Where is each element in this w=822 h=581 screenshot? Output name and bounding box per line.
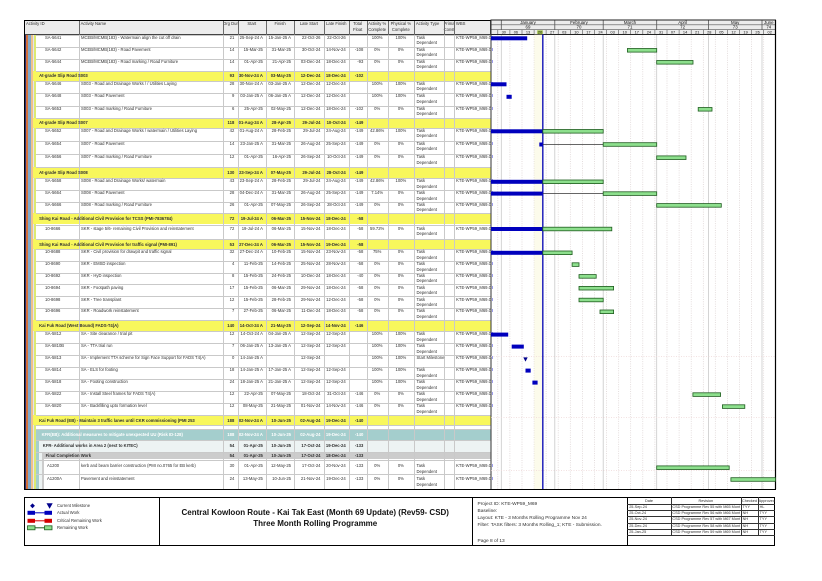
svg-text:03: 03 — [562, 29, 566, 34]
svg-text:February: February — [570, 20, 588, 25]
svg-text:13: 13 — [526, 29, 530, 34]
svg-text:April: April — [678, 20, 687, 25]
svg-text:30: 30 — [502, 29, 507, 34]
svg-text:10: 10 — [623, 29, 628, 34]
svg-text:31: 31 — [659, 29, 663, 34]
svg-text:17: 17 — [635, 29, 639, 34]
svg-text:May: May — [731, 20, 740, 25]
svg-text:72: 72 — [680, 25, 685, 30]
svg-text:28: 28 — [707, 29, 711, 34]
svg-text:March: March — [624, 20, 637, 25]
svg-text:26: 26 — [755, 29, 759, 34]
svg-text:03: 03 — [610, 29, 614, 34]
svg-text:69: 69 — [526, 25, 531, 30]
svg-text:71: 71 — [628, 25, 633, 30]
svg-text:June: June — [764, 20, 774, 25]
svg-text:07: 07 — [671, 29, 675, 34]
svg-text:70: 70 — [577, 25, 582, 30]
svg-text:24: 24 — [647, 29, 652, 34]
svg-text:12: 12 — [731, 29, 735, 34]
svg-text:19: 19 — [743, 29, 747, 34]
svg-text:73: 73 — [733, 25, 738, 30]
svg-text:02: 02 — [768, 29, 772, 34]
svg-text:17: 17 — [586, 29, 590, 34]
svg-text:05: 05 — [719, 29, 723, 34]
svg-text:January: January — [520, 20, 536, 25]
svg-text:24: 24 — [598, 29, 603, 34]
svg-text:06: 06 — [514, 29, 518, 34]
svg-text:10: 10 — [574, 29, 579, 34]
svg-text:21: 21 — [695, 29, 699, 34]
svg-text:27: 27 — [550, 29, 554, 34]
svg-text:74: 74 — [766, 25, 771, 30]
svg-text:20: 20 — [538, 29, 543, 34]
svg-text:14: 14 — [683, 29, 688, 34]
